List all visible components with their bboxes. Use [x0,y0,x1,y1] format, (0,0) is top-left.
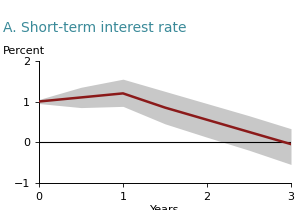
Text: Percent: Percent [3,46,45,56]
X-axis label: Years: Years [150,205,180,210]
Text: A. Short-term interest rate: A. Short-term interest rate [3,21,187,35]
